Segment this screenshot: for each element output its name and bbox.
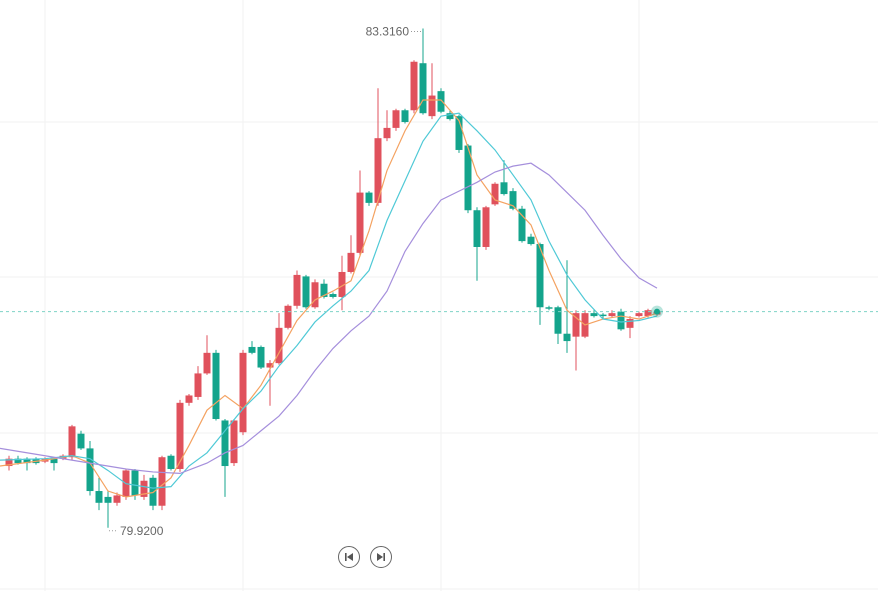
candle-body [590, 313, 598, 317]
candle-body [14, 458, 22, 464]
candle-body [635, 313, 643, 317]
candle-body [410, 61, 418, 111]
candle-body [239, 352, 247, 433]
candle-body [185, 395, 193, 403]
candle-body [545, 307, 553, 309]
candle-body [311, 282, 319, 308]
candle-body [203, 352, 211, 374]
candle-body [275, 327, 283, 364]
candle-body [536, 244, 544, 308]
candle-body [563, 333, 571, 342]
candle-body [266, 363, 274, 368]
next-icon [377, 553, 385, 561]
candle-body [230, 420, 238, 464]
candle-body [158, 457, 166, 506]
candle-body [23, 458, 31, 464]
candle-body [113, 495, 121, 503]
moving-average-line [0, 112, 658, 489]
candle-body [248, 346, 256, 353]
candle-body [509, 191, 517, 209]
candle-body [356, 192, 364, 253]
candle-body [221, 420, 229, 467]
candle-body [599, 314, 607, 317]
candle-body [302, 276, 310, 308]
candle-body [383, 127, 391, 139]
candle-body [428, 95, 436, 117]
candle-body [293, 274, 301, 306]
candle-body [527, 236, 535, 245]
annotation-label: 83.3160 [366, 25, 410, 39]
candle-body [176, 402, 184, 469]
candle-body [446, 113, 454, 120]
candle-body [482, 207, 490, 247]
candle-body [68, 426, 76, 458]
candle-body [392, 110, 400, 128]
candle-body [608, 313, 616, 317]
candle-body [437, 91, 445, 112]
candle-body [284, 305, 292, 328]
candle-body [554, 307, 562, 334]
candle-body [500, 182, 508, 195]
candle-body [167, 455, 175, 469]
prev-button[interactable] [338, 546, 360, 568]
candle-body [86, 448, 94, 492]
candle-body [455, 116, 463, 150]
candle-body [464, 145, 472, 211]
candle-body [473, 210, 481, 247]
candle-body [401, 110, 409, 123]
candle-body [365, 192, 373, 203]
candle-body [329, 294, 337, 297]
candle-body [5, 458, 13, 467]
candle-body [572, 313, 580, 337]
candle-body [140, 480, 148, 497]
candle-body [419, 63, 427, 114]
annotation-label: 79.9200 [120, 524, 164, 538]
candle-body [518, 208, 526, 242]
prev-icon [345, 553, 353, 561]
candle-body [491, 183, 499, 205]
candle-body [257, 346, 265, 368]
candle-body [347, 252, 355, 272]
candle-body [617, 311, 625, 330]
candle-body [194, 373, 202, 397]
next-button[interactable] [370, 546, 392, 568]
candle-body [95, 491, 103, 503]
candle-body [104, 496, 112, 503]
candle-body [626, 319, 634, 328]
last-price-dot [654, 308, 660, 315]
candle-body [644, 310, 652, 317]
candle-body [131, 470, 139, 496]
candle-body [212, 352, 220, 419]
moving-average-line [0, 162, 658, 474]
candle-body [338, 271, 346, 297]
candle-body [320, 283, 328, 297]
candle-body [50, 458, 58, 464]
candle-body [374, 138, 382, 203]
candle-body [77, 433, 85, 449]
moving-average-line [0, 99, 658, 498]
